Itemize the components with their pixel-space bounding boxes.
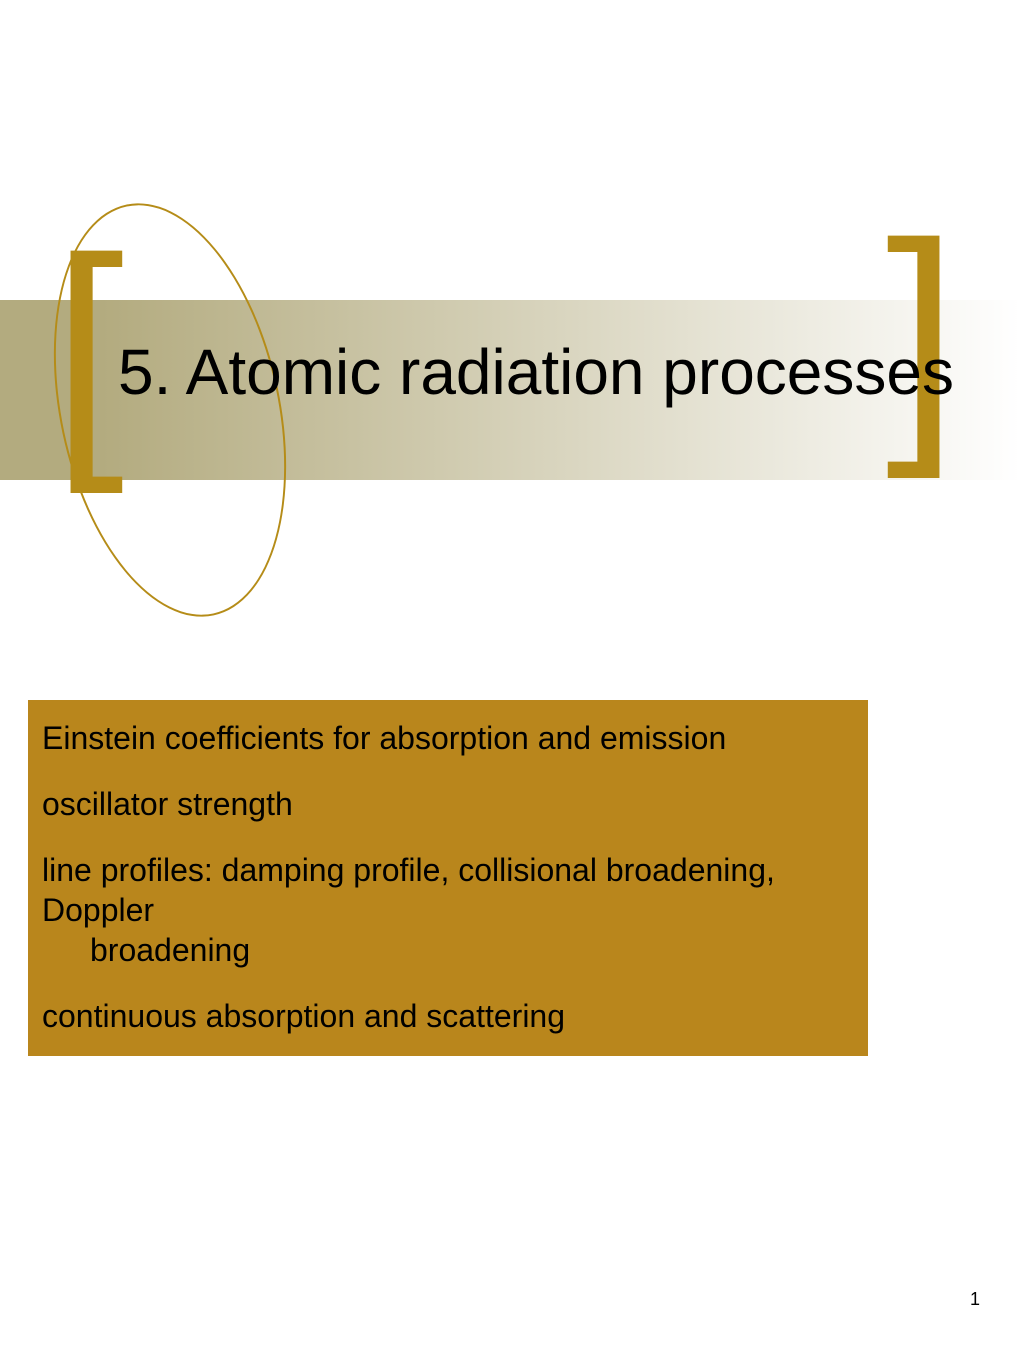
content-line: line profiles: damping profile, collisio… (42, 852, 775, 928)
content-line-indent: broadening (42, 930, 854, 970)
page-number: 1 (970, 1289, 980, 1310)
content-panel: Einstein coefficients for absorption and… (28, 700, 868, 1056)
content-item: Einstein coefficients for absorption and… (42, 718, 854, 758)
content-item: line profiles: damping profile, collisio… (42, 850, 854, 970)
content-line: continuous absorption and scattering (42, 998, 565, 1034)
content-item: continuous absorption and scattering (42, 996, 854, 1036)
content-item: oscillator strength (42, 784, 854, 824)
content-line: oscillator strength (42, 786, 293, 822)
content-line: Einstein coefficients for absorption and… (42, 720, 726, 756)
slide-title: 5. Atomic radiation processes (118, 335, 954, 409)
bracket-left-icon: [ (52, 220, 124, 480)
slide: [ ] 5. Atomic radiation processes Einste… (0, 0, 1020, 1360)
